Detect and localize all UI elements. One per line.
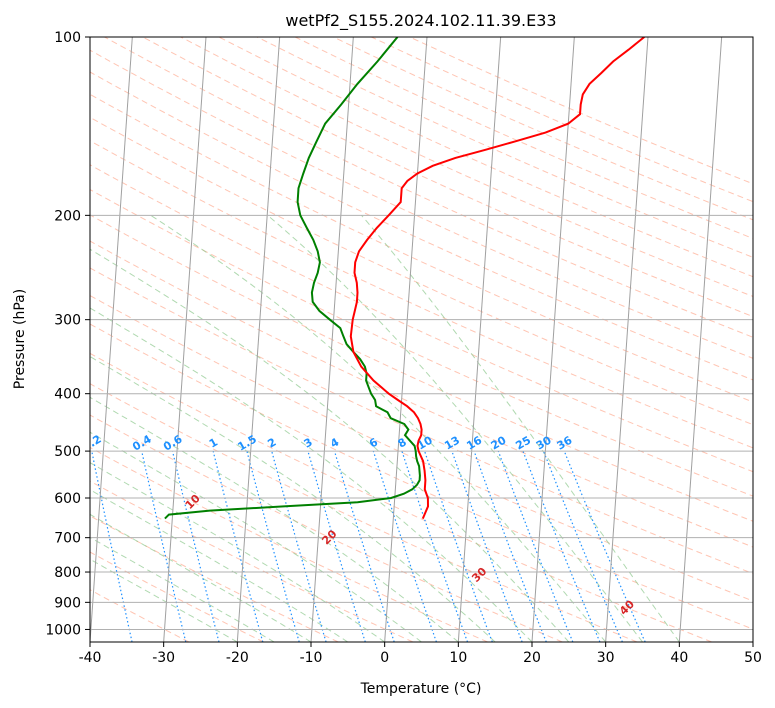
x-tick-label: -20 <box>226 650 249 666</box>
x-tick-label: -30 <box>152 650 175 666</box>
x-tick-label: 40 <box>670 650 688 666</box>
dry-adiabat-line <box>90 589 190 642</box>
moist-adiabat-line <box>150 214 607 642</box>
mixing-ratio-line <box>522 450 601 642</box>
y-axis-label: Pressure (hPa) <box>12 289 28 389</box>
y-tick-label: 900 <box>54 595 81 611</box>
dry-adiabat-line <box>90 140 753 449</box>
x-axis-label: Temperature (°C) <box>360 681 482 697</box>
dry-adiabat-line <box>90 267 753 575</box>
dewpoint-line <box>164 37 421 520</box>
plot-frame <box>89 36 754 643</box>
isobars <box>90 37 753 630</box>
isotherm-line <box>457 37 502 642</box>
mixing-ratio-line <box>246 450 300 642</box>
mixing-ratio-line <box>372 450 437 642</box>
y-axis-ticks: 100 200 300 400 500 600 700 800 900 1000 <box>45 30 90 638</box>
chart-title: wetPf2_S155.2024.102.11.39.E33 <box>285 11 556 31</box>
moist-adiabat-line <box>361 214 680 642</box>
y-tick-label: 300 <box>54 313 81 329</box>
x-axis-ticks: -40 -30 -20 -10 0 10 20 30 40 50 <box>79 642 762 666</box>
mixing-ratio-line <box>212 450 264 642</box>
isotherm-line <box>531 37 575 642</box>
y-tick-label: 500 <box>54 444 81 460</box>
isotherm-line <box>605 37 649 642</box>
y-tick-label: 700 <box>54 531 81 547</box>
x-tick-label: 20 <box>523 650 541 666</box>
y-tick-label: 1000 <box>45 622 81 638</box>
dry-adiabat-line <box>180 37 753 297</box>
x-tick-label: 50 <box>744 650 762 666</box>
mixing-ratio-line <box>271 450 327 642</box>
dry-adiabat-line <box>90 446 488 642</box>
y-tick-label: 100 <box>54 30 81 46</box>
dry-adiabat-line <box>90 240 753 548</box>
temperature-line <box>349 37 645 519</box>
dry-adiabat-line <box>90 49 753 359</box>
x-tick-label: -40 <box>79 650 102 666</box>
dry-adiabat-line <box>142 37 753 318</box>
moist-adiabat-line <box>90 431 422 642</box>
mixing-ratio-line <box>451 450 523 642</box>
dry-adiabat-line <box>90 414 563 642</box>
dry-adiabat-line <box>90 295 753 602</box>
dry-adiabat-line <box>90 352 712 642</box>
dry-adiabat-line <box>90 71 753 381</box>
isotherm-line <box>310 37 354 642</box>
y-tick-label: 200 <box>54 208 81 224</box>
mixing-ratio-line <box>171 450 220 642</box>
mixing-ratio-line <box>424 450 493 642</box>
y-tick-label: 800 <box>54 565 81 581</box>
mixing-ratio-line <box>473 450 547 642</box>
moist-adiabat-line <box>90 489 349 642</box>
y-tick-label: 600 <box>54 491 81 507</box>
mixing-ratio-line <box>542 450 623 642</box>
dry-adiabat-line <box>90 116 753 426</box>
isotherm-line <box>90 37 133 642</box>
x-tick-label: -10 <box>300 650 323 666</box>
isotherm-line <box>163 37 207 642</box>
mixing-ratio-line <box>307 450 366 642</box>
mixing-ratio-line <box>141 450 187 642</box>
x-tick-label: 0 <box>380 650 389 666</box>
x-tick-label: 30 <box>597 650 615 666</box>
mixing-ratio-line <box>91 450 133 642</box>
isotherm-line <box>236 37 281 642</box>
isotherms <box>90 37 753 642</box>
moist-adiabat-line <box>90 536 275 642</box>
isotherm-line <box>678 37 723 642</box>
x-tick-label: 10 <box>449 650 467 666</box>
moist-adiabat-line <box>90 462 385 642</box>
dry-adiabats <box>90 37 753 642</box>
y-tick-label: 400 <box>54 387 81 403</box>
moist-adiabat-line <box>90 307 533 642</box>
isotherm-line <box>384 37 428 642</box>
mixing-ratio-line <box>497 450 574 642</box>
moist-adiabat-line <box>90 355 496 642</box>
dry-adiabat-line <box>90 214 753 522</box>
moist-adiabat-line <box>90 513 312 642</box>
dry-adiabat-line <box>90 383 638 642</box>
mixing-ratio-lines <box>91 450 646 642</box>
mixing-ratio-line <box>401 450 469 642</box>
plot-area: -100-90-80-70-60-50-40-30-20-10010203040… <box>90 37 753 642</box>
moist-adiabat-line <box>267 214 643 642</box>
dry-adiabat-line <box>90 551 264 642</box>
